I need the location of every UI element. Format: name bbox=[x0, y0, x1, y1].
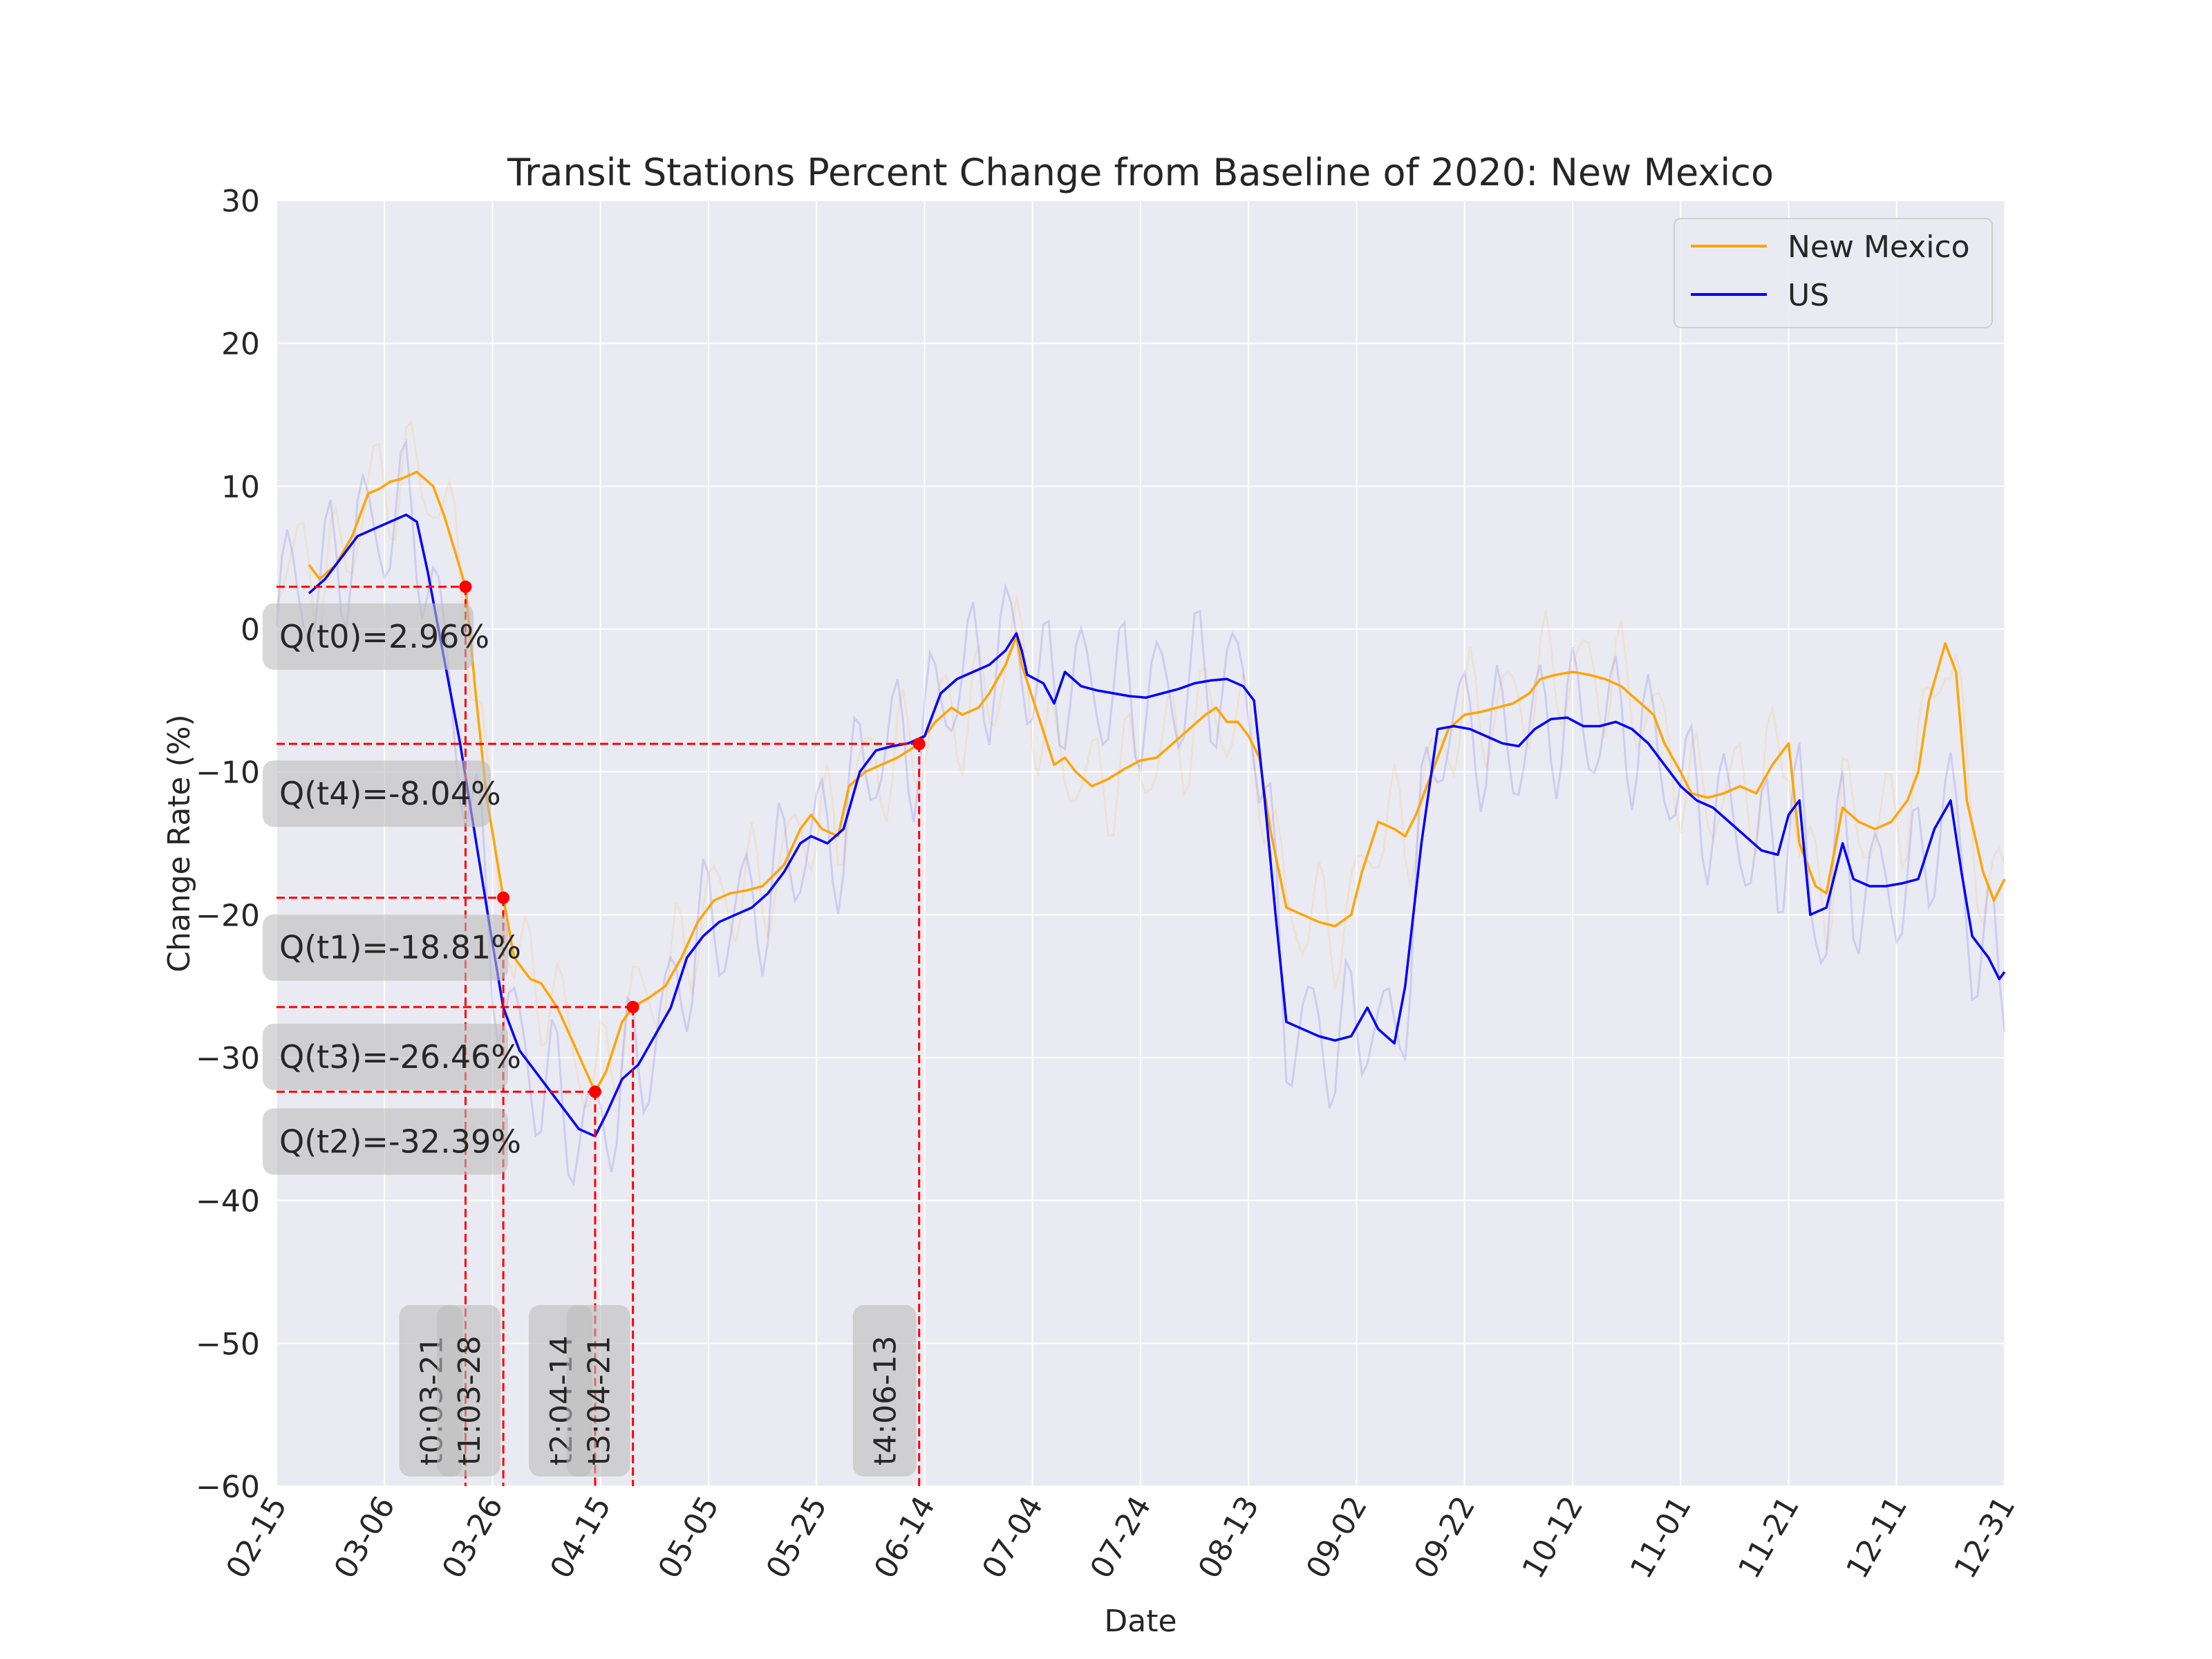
y-tick-label: −60 bbox=[196, 1470, 260, 1505]
grid-lines bbox=[276, 200, 2005, 1487]
value-label-t1: Q(t1)=-18.81% bbox=[279, 929, 521, 966]
y-tick-label: −30 bbox=[196, 1041, 260, 1076]
marker-t2 bbox=[588, 1085, 601, 1098]
annotation-labels: Q(t0)=2.96%t0:03-21Q(t1)=-18.81%t1:03-28… bbox=[263, 603, 917, 1477]
y-axis-ticks: 30 20 10 0 −10 −20 −30 −40 −50 −60 bbox=[196, 184, 260, 1505]
y-tick-label: −20 bbox=[196, 898, 260, 933]
value-label-t4: Q(t4)=-8.04% bbox=[279, 775, 501, 812]
y-tick-label: 10 bbox=[221, 469, 260, 505]
marker-t4 bbox=[912, 738, 926, 751]
date-label-box-t4 bbox=[852, 1305, 917, 1477]
value-label-box-t2 bbox=[263, 1108, 508, 1175]
y-tick-label: 20 bbox=[221, 327, 260, 362]
value-label-t0: Q(t0)=2.96% bbox=[279, 618, 489, 655]
value-label-t2: Q(t2)=-32.39% bbox=[279, 1123, 521, 1160]
value-label-box-t1 bbox=[263, 914, 508, 981]
value-label-box-t4 bbox=[263, 760, 491, 827]
x-axis-label: Date bbox=[1104, 1604, 1177, 1639]
marker-t3 bbox=[626, 1000, 639, 1013]
y-tick-label: −40 bbox=[196, 1184, 260, 1219]
raw-line-new-mexico bbox=[275, 420, 2006, 1109]
date-label-t1: t1:03-28 bbox=[452, 1335, 487, 1465]
date-label-t3: t3:04-21 bbox=[582, 1335, 617, 1465]
y-tick-label: 0 bbox=[241, 612, 260, 648]
legend: New Mexico US bbox=[1674, 218, 1993, 328]
legend-label-us: US bbox=[1788, 278, 1829, 313]
value-label-box-t0 bbox=[263, 603, 474, 670]
raw-daily-lines bbox=[275, 420, 2006, 1187]
series-line-new-mexico bbox=[308, 470, 2006, 1094]
marker-t1 bbox=[497, 891, 510, 904]
chart-title: Transit Stations Percent Change from Bas… bbox=[507, 151, 1774, 194]
y-tick-label: −50 bbox=[196, 1327, 260, 1362]
y-tick-label: −10 bbox=[196, 756, 260, 791]
date-label-t4: t4:06-13 bbox=[868, 1335, 903, 1465]
marker-t0 bbox=[459, 580, 472, 593]
y-axis-label: Change Rate (%) bbox=[162, 714, 197, 972]
date-label-box-t3 bbox=[566, 1305, 630, 1477]
annotation-markers bbox=[459, 580, 926, 1098]
legend-label-new-mexico: New Mexico bbox=[1788, 229, 1970, 265]
value-label-t3: Q(t3)=-26.46% bbox=[279, 1038, 521, 1076]
raw-line-us bbox=[275, 438, 2006, 1187]
y-tick-label: 30 bbox=[221, 184, 260, 219]
date-label-box-t1 bbox=[437, 1305, 501, 1477]
value-label-box-t3 bbox=[263, 1023, 508, 1090]
